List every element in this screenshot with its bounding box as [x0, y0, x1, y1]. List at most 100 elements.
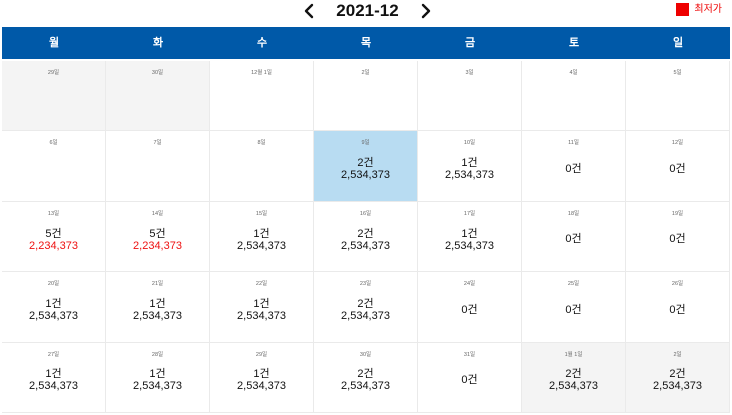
day-date-label: 6일	[49, 140, 58, 147]
day-content	[522, 87, 625, 110]
booking-count: 1건	[149, 368, 166, 381]
day-cell[interactable]: 29일 1건 2,534,373	[210, 342, 314, 413]
day-content: 2건 2,534,373	[314, 368, 417, 392]
day-cell[interactable]: 24일 0건	[418, 272, 522, 343]
booking-count: 2건	[565, 368, 582, 381]
booking-count: 2건	[357, 227, 374, 240]
day-content	[418, 87, 521, 110]
weekday-header: 월 화 수 목 금 토 일	[2, 27, 730, 59]
day-date-label: 19일	[671, 210, 684, 217]
price: 2,534,373	[237, 239, 286, 252]
booking-count: 5건	[149, 227, 166, 240]
day-date-label: 13일	[47, 210, 60, 217]
day-date-label: 3일	[465, 70, 474, 76]
booking-count: 2건	[357, 157, 374, 170]
day-date-label: 15일	[255, 210, 268, 217]
day-date-label: 22일	[255, 281, 268, 288]
day-cell[interactable]: 19일 0건	[626, 201, 730, 273]
day-content: 1건 2,534,373	[2, 368, 105, 393]
price: 2,534,373	[341, 169, 390, 182]
day-content: 1건 2,534,373	[2, 297, 105, 322]
day-cell[interactable]: 30일 2건 2,534,373	[314, 342, 418, 413]
calendar-grid: 29일 30일 12월 1일 2일 3일 4일 5일 6일 7일 8일 9일 2건 2,534,373 1…	[2, 61, 730, 413]
day-content: 0건	[626, 298, 729, 321]
day-date-label: 20일	[47, 281, 60, 288]
day-cell[interactable]: 22일 1건 2,534,373	[210, 272, 314, 343]
price: 2,534,373	[133, 380, 182, 393]
booking-count: 1건	[253, 297, 270, 310]
weekday-tue: 화	[152, 37, 164, 49]
day-content: 2건 2,534,373	[314, 157, 417, 182]
day-cell[interactable]: 4일	[522, 61, 626, 132]
day-cell[interactable]: 7일	[106, 131, 210, 202]
price: 2,534,373	[341, 309, 390, 322]
price: 2,534,373	[445, 169, 494, 182]
booking-count: 0건	[461, 303, 478, 316]
booking-count: 2건	[669, 368, 686, 381]
chevron-left-icon	[304, 3, 314, 19]
day-content: 1건 2,534,373	[210, 368, 313, 392]
day-cell[interactable]: 26일 0건	[626, 272, 730, 343]
day-cell[interactable]: 14일 5건 2,234,373	[106, 201, 210, 273]
price: 2,534,373	[549, 380, 598, 393]
prev-month-button[interactable]	[300, 1, 320, 21]
day-content	[106, 87, 209, 110]
day-date-label: 27일	[47, 351, 60, 358]
day-content: 2건 2,534,373	[522, 368, 625, 393]
day-cell[interactable]: 2일	[314, 61, 418, 132]
day-content: 0건	[626, 157, 729, 180]
day-content: 1건 2,534,373	[106, 368, 209, 393]
day-cell[interactable]: 8일	[210, 131, 314, 202]
day-cell[interactable]: 1월 1일 2건 2,534,373	[522, 342, 626, 413]
day-cell[interactable]: 18일 0건	[522, 201, 626, 273]
day-cell[interactable]: 5일	[626, 61, 730, 132]
day-cell[interactable]: 3일	[418, 61, 522, 132]
weekday-wed: 수	[256, 37, 268, 49]
booking-count: 1건	[461, 157, 478, 170]
weekday-fri: 금	[464, 37, 476, 49]
day-cell[interactable]: 17일 1건 2,534,373	[418, 201, 522, 273]
day-cell[interactable]: 15일 1건 2,534,373	[210, 201, 314, 273]
day-cell[interactable]: 21일 1건 2,534,373	[106, 272, 210, 343]
day-content: 2건 2,534,373	[626, 368, 729, 392]
day-cell[interactable]: 13일 5건 2,234,373	[2, 201, 106, 273]
day-cell[interactable]: 16일 2건 2,534,373	[314, 201, 418, 273]
day-cell[interactable]: 27일 1건 2,534,373	[2, 342, 106, 413]
booking-count: 0건	[565, 163, 582, 176]
day-cell[interactable]: 12일 0건	[626, 131, 730, 202]
day-content	[626, 87, 729, 110]
booking-count: 1건	[149, 297, 166, 310]
day-cell[interactable]: 11일 0건	[522, 131, 626, 202]
day-date-label: 8일	[257, 140, 266, 147]
day-cell[interactable]: 28일 1건 2,534,373	[106, 342, 210, 413]
day-content: 1건 2,534,373	[418, 157, 521, 182]
day-cell[interactable]: 10일 1건 2,534,373	[418, 131, 522, 202]
day-date-label: 30일	[359, 351, 372, 358]
day-cell[interactable]: 25일 0건	[522, 272, 626, 343]
day-content: 0건	[626, 228, 729, 251]
day-cell[interactable]: 20일 1건 2,534,373	[2, 272, 106, 343]
day-date-label: 12월 1일	[251, 70, 272, 76]
day-content: 1건 2,534,373	[418, 228, 521, 252]
booking-count: 1건	[45, 368, 62, 381]
day-cell[interactable]: 9일 2건 2,534,373	[314, 131, 418, 202]
booking-count: 0건	[669, 303, 686, 316]
day-content: 2건 2,534,373	[314, 227, 417, 252]
day-cell[interactable]: 29일	[2, 61, 106, 132]
day-date-label: 29일	[255, 351, 268, 358]
day-cell[interactable]: 31일 0건	[418, 342, 522, 413]
day-cell[interactable]: 2일 2건 2,534,373	[626, 342, 730, 413]
day-date-label: 28일	[151, 351, 164, 358]
day-cell[interactable]: 23일 2건 2,534,373	[314, 272, 418, 343]
price: 2,534,373	[29, 380, 78, 393]
next-month-button[interactable]	[415, 1, 435, 21]
booking-count: 1건	[45, 297, 62, 310]
day-content	[210, 87, 313, 110]
day-content: 5건 2,234,373	[2, 227, 105, 252]
day-cell[interactable]: 12월 1일	[210, 61, 314, 132]
booking-count: 5건	[45, 227, 62, 240]
calendar-topbar: 2021-12 최저가	[0, 0, 732, 26]
day-cell[interactable]: 30일	[106, 61, 210, 132]
day-cell[interactable]: 6일	[2, 131, 106, 202]
lowest-price: 2,234,373	[133, 239, 182, 252]
